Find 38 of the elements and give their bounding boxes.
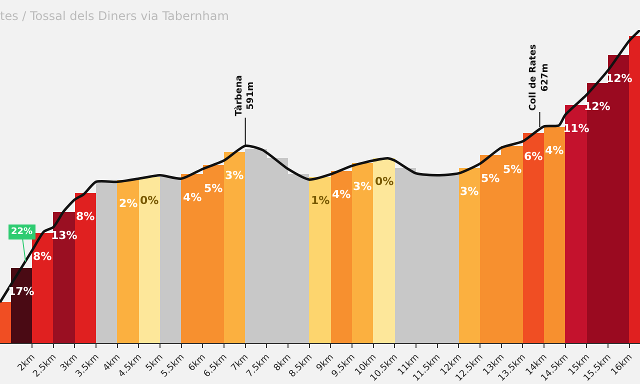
- bar: [565, 105, 587, 343]
- annotation: 5%: [503, 163, 522, 176]
- annotation: 0%: [140, 194, 159, 207]
- annotation: 4%: [332, 188, 351, 201]
- annotation: 5%: [481, 172, 500, 185]
- bar: [459, 168, 480, 343]
- annotation: Coll de Rates 627m: [528, 44, 550, 111]
- annotation: 11%: [563, 122, 590, 135]
- bar: [523, 133, 544, 343]
- bar: [117, 180, 139, 343]
- annotation: 1%: [311, 194, 330, 207]
- annotation: 8%: [33, 250, 52, 263]
- annotation: 22%: [11, 227, 33, 237]
- annotation: 13%: [51, 229, 78, 242]
- bar: [544, 127, 565, 343]
- annotation: 3%: [225, 169, 244, 182]
- annotation: 4%: [545, 144, 564, 157]
- bar: [160, 177, 181, 343]
- annotation: 8%: [76, 210, 95, 223]
- annotation: 4%: [183, 191, 202, 204]
- bar: [373, 158, 395, 343]
- bar: [32, 233, 53, 343]
- bar: [352, 163, 373, 343]
- bar: [53, 212, 75, 343]
- bar: [96, 182, 117, 343]
- annotation: 5%: [204, 182, 223, 195]
- annotation: 3%: [353, 180, 372, 193]
- bar: [139, 177, 160, 343]
- bar: [75, 193, 96, 343]
- bar: [309, 177, 331, 343]
- annotation: 12%: [584, 100, 610, 113]
- annotation: 2%: [119, 197, 138, 210]
- annotation: 6%: [524, 150, 543, 163]
- annotation: 0%: [375, 175, 394, 188]
- annotation: 3%: [460, 185, 479, 198]
- bar: [224, 152, 245, 343]
- bar: [331, 171, 352, 343]
- annotation: Tàrbena 591m: [234, 75, 256, 116]
